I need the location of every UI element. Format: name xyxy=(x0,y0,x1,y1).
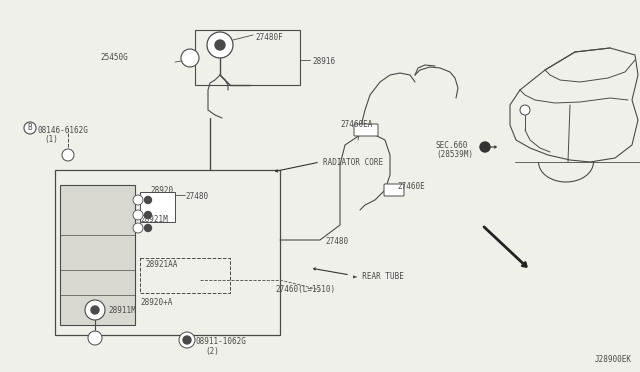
Circle shape xyxy=(133,210,143,220)
Text: (1): (1) xyxy=(44,135,58,144)
Text: 27480: 27480 xyxy=(325,237,348,246)
Circle shape xyxy=(145,224,152,231)
Bar xyxy=(195,30,300,85)
Bar xyxy=(60,185,135,325)
Text: B: B xyxy=(28,124,32,132)
Circle shape xyxy=(520,105,530,115)
Text: 28921M: 28921M xyxy=(140,215,168,224)
Circle shape xyxy=(480,142,490,152)
FancyBboxPatch shape xyxy=(384,184,404,196)
Text: 28911M: 28911M xyxy=(108,306,136,315)
Text: (28539M): (28539M) xyxy=(436,150,473,159)
Text: (2): (2) xyxy=(205,347,219,356)
Circle shape xyxy=(133,223,143,233)
Text: 27460(L=1510): 27460(L=1510) xyxy=(275,285,335,294)
Circle shape xyxy=(85,300,105,320)
Text: SEC.660: SEC.660 xyxy=(436,141,468,150)
Text: 27480: 27480 xyxy=(185,192,208,201)
Text: RADIATOR CORE: RADIATOR CORE xyxy=(323,158,383,167)
Text: 28920: 28920 xyxy=(150,186,173,195)
Bar xyxy=(140,192,175,222)
Circle shape xyxy=(88,331,102,345)
Bar xyxy=(140,258,230,293)
Circle shape xyxy=(145,196,152,203)
FancyBboxPatch shape xyxy=(354,124,378,136)
Text: 08911-1062G: 08911-1062G xyxy=(196,337,247,346)
Circle shape xyxy=(181,49,199,67)
Text: 25450G: 25450G xyxy=(100,53,128,62)
Text: 28920+A: 28920+A xyxy=(140,298,172,307)
Text: 27460EA: 27460EA xyxy=(340,120,372,129)
Bar xyxy=(55,170,280,335)
Circle shape xyxy=(91,306,99,314)
Circle shape xyxy=(179,332,195,348)
Text: 28916: 28916 xyxy=(312,57,335,66)
Circle shape xyxy=(183,336,191,344)
Circle shape xyxy=(133,195,143,205)
Circle shape xyxy=(145,212,152,218)
Text: 27460E: 27460E xyxy=(397,182,425,191)
Circle shape xyxy=(62,149,74,161)
Text: 27480F: 27480F xyxy=(255,33,283,42)
Text: J28900EK: J28900EK xyxy=(595,355,632,364)
Text: 28921AA: 28921AA xyxy=(145,260,177,269)
Text: ► REAR TUBE: ► REAR TUBE xyxy=(353,272,404,281)
Circle shape xyxy=(215,40,225,50)
Circle shape xyxy=(207,32,233,58)
Text: 08146-6162G: 08146-6162G xyxy=(38,126,89,135)
